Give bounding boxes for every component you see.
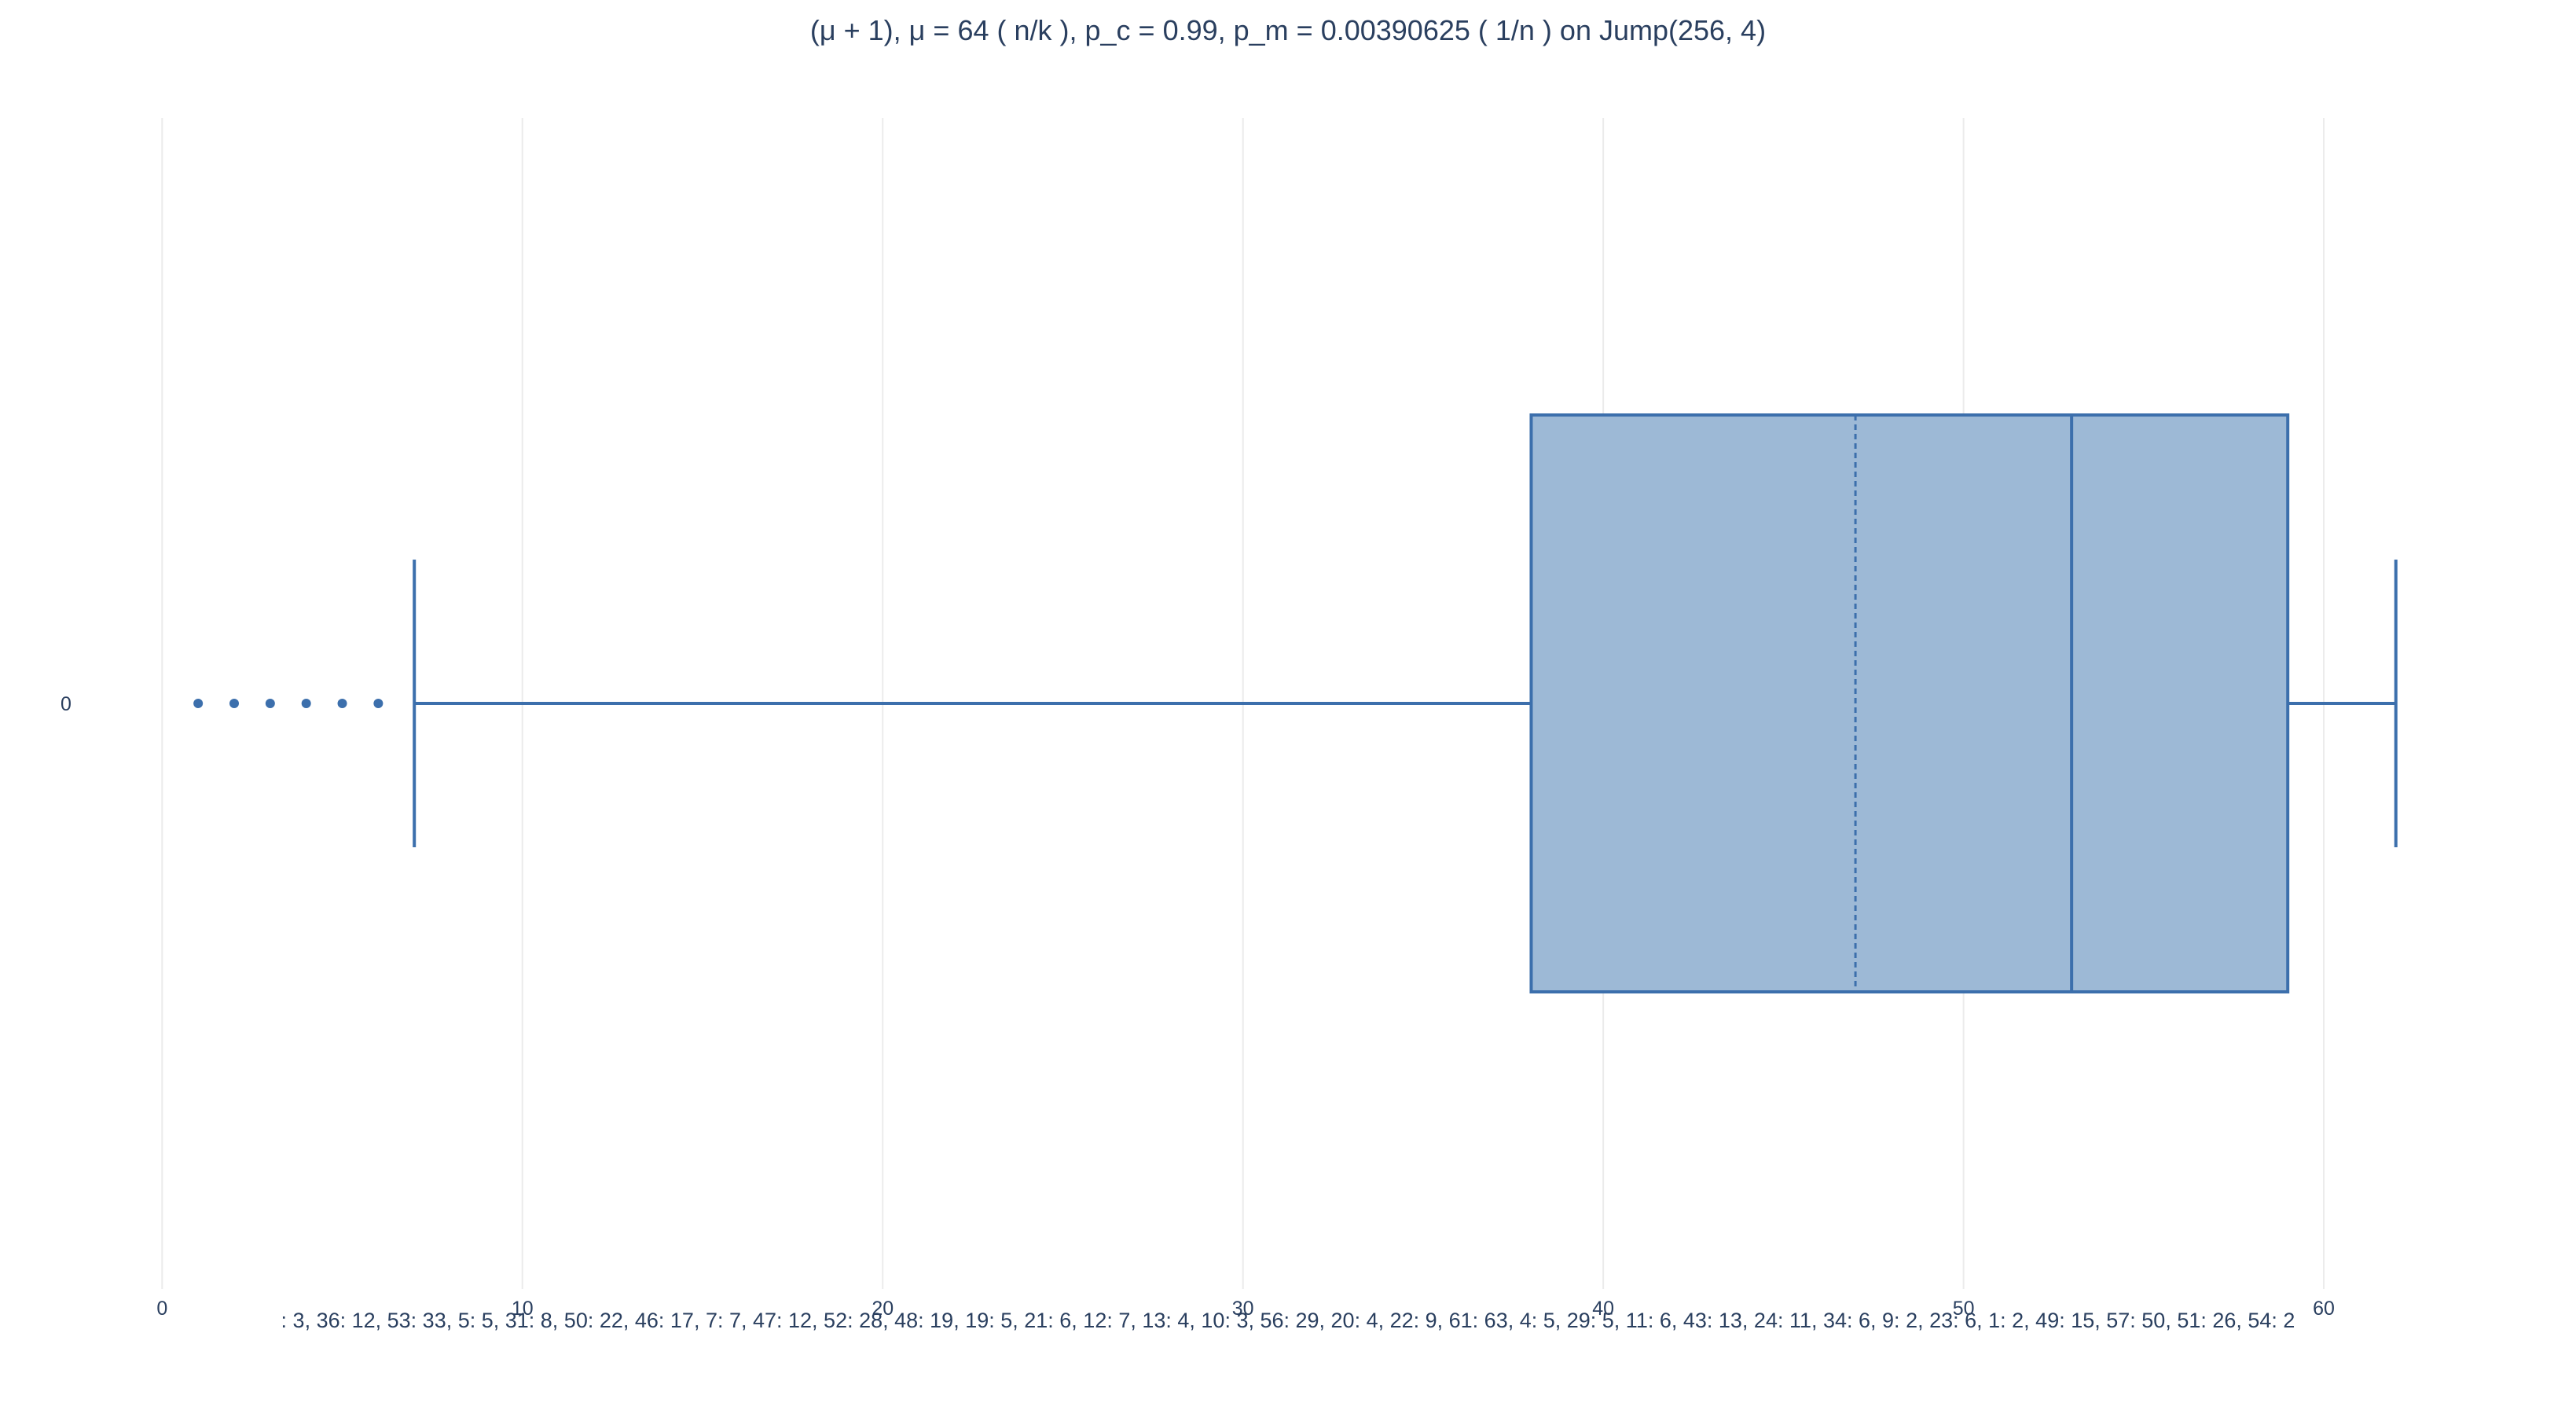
x-tick-label: 10 [512, 1298, 534, 1320]
x-tick-label: 60 [2313, 1298, 2335, 1320]
outlier-point [265, 699, 275, 708]
outlier-point [373, 699, 383, 708]
outlier-point [337, 699, 347, 708]
chart-title: (μ + 1), μ = 64 ( n/k ), p_c = 0.99, p_m… [809, 14, 1767, 46]
x-tick-label: 20 [872, 1298, 894, 1320]
x-tick-label: 0 [156, 1298, 167, 1320]
outlier-point [229, 699, 239, 708]
x-tick-label: 30 [1232, 1298, 1254, 1320]
x-tick-label: 50 [1953, 1298, 1975, 1320]
boxes [193, 413, 2398, 993]
iqr-box [1529, 413, 2290, 993]
x-tick-label: 40 [1592, 1298, 1614, 1320]
x-tick-labels: 0 10 20 30 40 50 60 [156, 1298, 2335, 1320]
box-series [193, 413, 2398, 993]
outlier-point [193, 699, 204, 708]
y-category-label: 0 [61, 693, 72, 715]
x-axis-title: : 3, 36: 12, 53: 33, 5: 5, 31: 8, 50: 22… [281, 1309, 2295, 1332]
y-category-labels: 0 [61, 693, 72, 715]
outlier-point [301, 699, 311, 708]
